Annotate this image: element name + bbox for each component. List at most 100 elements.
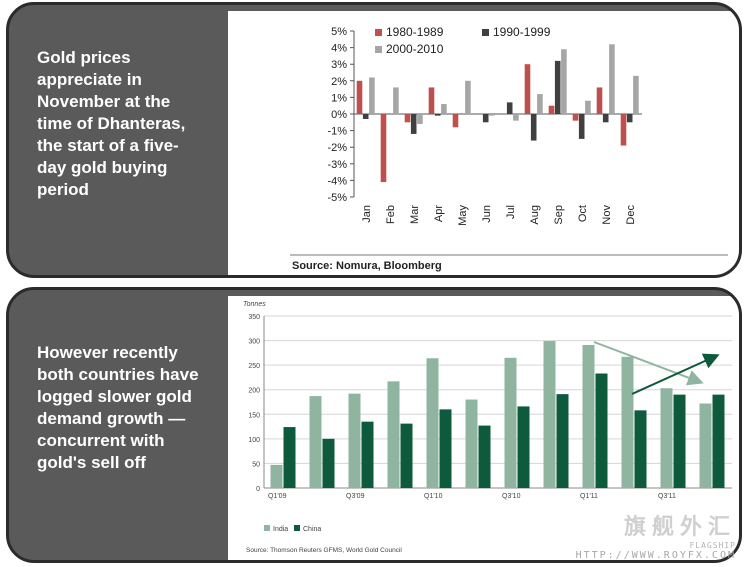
bar-1980-1989-Nov bbox=[596, 87, 603, 114]
bar-2000-2010-May bbox=[465, 80, 471, 114]
y-axis-title: Tonnes bbox=[243, 301, 266, 308]
bar-China-Q2'10 bbox=[478, 425, 491, 488]
y-tick-label: -2% bbox=[327, 142, 347, 154]
x-tick-label-Feb: Feb bbox=[385, 205, 397, 224]
bar-India-Q2'10 bbox=[465, 399, 478, 488]
legend-swatch-2000-2010 bbox=[375, 46, 382, 53]
bar-China-Q1'09 bbox=[283, 427, 296, 488]
bar-2000-2010-Mar bbox=[417, 114, 423, 124]
bar-2000-2010-Nov bbox=[609, 44, 615, 114]
bar-1990-1999-Jan bbox=[362, 114, 369, 119]
y-tick-label: -1% bbox=[327, 126, 347, 138]
source-text: Source: Thomson Reuters GFMS, World Gold… bbox=[246, 547, 402, 554]
monthly-returns-chart: 5% 4% 3% 2% 1% 0% -1% -2% -3% -4% -5% Jan Feb Mar Apr M… bbox=[290, 25, 728, 272]
bar-1990-1999-Nov bbox=[602, 114, 609, 123]
bar-2000-2010-Jan bbox=[369, 77, 375, 114]
x-tick-label-Q3'11: Q3'11 bbox=[658, 493, 676, 500]
bar-India-Q3'09 bbox=[348, 393, 361, 488]
y-tick-label: 4% bbox=[331, 43, 347, 55]
bar-2000-2010-Jun bbox=[489, 114, 495, 116]
x-tick-label-Jan: Jan bbox=[361, 205, 373, 223]
legend-label-2000-2010: 2000-2010 bbox=[386, 42, 444, 56]
panel-demand: However recently both countries have log… bbox=[6, 287, 742, 563]
bar-India-Q4'11 bbox=[699, 403, 712, 488]
quarterly-demand-chart: Tonnes 0 50 100 150 200 250 300 350 Q1'09 Q3'09 Q1'… bbox=[243, 301, 732, 554]
y-tick-label: 0% bbox=[331, 109, 347, 121]
watermark-url: HTTP://WWW.ROYFX.COM bbox=[575, 550, 736, 561]
bar-1990-1999-Sep bbox=[554, 60, 561, 114]
legend-label-1990-1999: 1990-1999 bbox=[493, 25, 551, 39]
demand-chart-area: Tonnes 0 50 100 150 200 250 300 350 Q1'09 Q3'09 Q1'… bbox=[228, 296, 739, 560]
y-tick-label: -5% bbox=[327, 192, 347, 204]
x-tick-label-Dec: Dec bbox=[625, 205, 637, 225]
bar-China-Q1'10 bbox=[439, 409, 452, 488]
bar-China-Q4'09 bbox=[400, 423, 413, 488]
bar-China-Q3'09 bbox=[361, 421, 374, 488]
x-tick-label-Mar: Mar bbox=[409, 205, 421, 224]
panel2-caption: However recently both countries have log… bbox=[37, 343, 199, 472]
legend-label-India: India bbox=[273, 526, 288, 533]
bar-1990-1999-Jul bbox=[506, 102, 513, 114]
y-tick-label: 250 bbox=[248, 363, 260, 370]
legend-swatch-1980-1989 bbox=[375, 29, 382, 36]
bar-1990-1999-Apr bbox=[434, 114, 441, 116]
x-tick-label-Q3'10: Q3'10 bbox=[502, 493, 521, 500]
x-tick-label-Q1'11: Q1'11 bbox=[580, 493, 598, 500]
bar-1980-1989-Dec bbox=[620, 114, 627, 146]
watermark-sub: FLAGSHIP bbox=[689, 541, 736, 550]
bar-India-Q2'11 bbox=[621, 356, 634, 488]
bar-2000-2010-Aug bbox=[537, 94, 543, 114]
bar-1990-1999-Oct bbox=[578, 114, 585, 139]
bar-2000-2010-Oct bbox=[585, 100, 591, 114]
y-tick-label: 150 bbox=[248, 412, 260, 419]
bar-China-Q3'11 bbox=[673, 394, 686, 488]
y-tick-label: 5% bbox=[331, 26, 347, 38]
x-tick-label-Q3'09: Q3'09 bbox=[346, 493, 365, 500]
bar-2000-2010-Dec bbox=[633, 75, 639, 114]
source-text: Source: Nomura, Bloomberg bbox=[292, 260, 442, 272]
bar-China-Q1'11 bbox=[595, 373, 608, 488]
bar-1980-1989-Mar bbox=[404, 114, 411, 123]
bar-India-Q1'11 bbox=[582, 344, 595, 488]
x-tick-label-Q1'10: Q1'10 bbox=[424, 493, 443, 500]
y-tick-label: 100 bbox=[248, 437, 260, 444]
bar-1980-1989-May bbox=[452, 114, 459, 128]
y-tick-label: 350 bbox=[248, 314, 260, 321]
bar-1990-1999-Aug bbox=[530, 114, 537, 141]
monthly-returns-chart-area: 5% 4% 3% 2% 1% 0% -1% -2% -3% -4% -5% Jan Feb Mar Apr M… bbox=[228, 11, 739, 275]
watermark-text: 旗舰外汇 bbox=[623, 515, 736, 540]
bar-1980-1989-Sep bbox=[548, 105, 555, 114]
bar-1980-1989-Feb bbox=[380, 114, 387, 183]
y-tick-label: 3% bbox=[331, 59, 347, 71]
bar-China-Q4'11 bbox=[712, 394, 725, 488]
bar-India-Q2'09 bbox=[309, 396, 322, 488]
bar-India-Q3'11 bbox=[660, 388, 673, 488]
bar-China-Q4'10 bbox=[556, 394, 569, 488]
china-trend-arrow bbox=[631, 353, 720, 395]
bar-China-Q3'10 bbox=[517, 406, 530, 488]
y-tick-label: 50 bbox=[252, 461, 260, 468]
bar-1990-1999-Jun bbox=[482, 114, 489, 123]
bar-India-Q4'10 bbox=[543, 341, 556, 488]
bar-2000-2010-Apr bbox=[441, 104, 447, 114]
x-tick-label-Nov: Nov bbox=[601, 205, 613, 225]
bar-1990-1999-Dec bbox=[626, 114, 633, 123]
panel1-caption: Gold prices appreciate in November at th… bbox=[37, 48, 186, 199]
bar-India-Q4'09 bbox=[387, 381, 400, 488]
x-tick-label-Jun: Jun bbox=[481, 205, 493, 223]
legend-swatch-India bbox=[264, 525, 270, 531]
bar-India-Q3'10 bbox=[504, 357, 517, 488]
bar-India-Q1'10 bbox=[426, 358, 439, 488]
x-tick-label-Jul: Jul bbox=[505, 205, 517, 219]
bar-China-Q2'09 bbox=[322, 438, 335, 488]
y-tick-label: -3% bbox=[327, 159, 347, 171]
bar-1980-1989-Oct bbox=[572, 114, 579, 121]
bar-1980-1989-Aug bbox=[524, 64, 531, 114]
bar-2000-2010-Feb bbox=[393, 87, 399, 114]
y-tick-label: 0 bbox=[256, 486, 260, 493]
x-tick-label-Sep: Sep bbox=[553, 205, 565, 225]
india-trend-arrow bbox=[593, 341, 704, 386]
bar-2000-2010-Sep bbox=[561, 49, 567, 115]
y-tick-label: 300 bbox=[248, 339, 260, 346]
legend-swatch-China bbox=[294, 525, 300, 531]
